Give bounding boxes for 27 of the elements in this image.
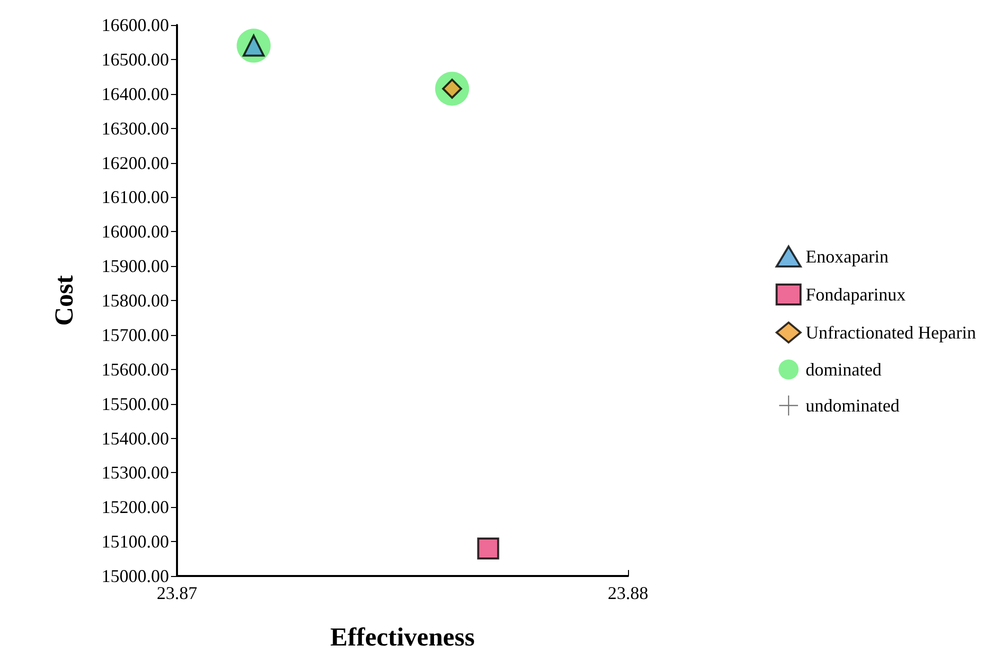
y-tick-label: 15200.00 xyxy=(102,497,169,518)
legend-label: dominated xyxy=(806,360,882,380)
y-tick-label: 15100.00 xyxy=(102,532,169,552)
y-tick-label: 15900.00 xyxy=(102,256,169,276)
y-tick-label: 15700.00 xyxy=(102,324,169,345)
y-tick-label: 15500.00 xyxy=(102,394,169,414)
x-tick-label: 23.88 xyxy=(608,583,648,603)
y-tick-label: 15600.00 xyxy=(102,359,169,380)
y-tick-label: 16200.00 xyxy=(102,152,169,173)
y-tick-label: 15400.00 xyxy=(102,428,169,448)
x-tick-label: 23.87 xyxy=(156,583,198,603)
y-tick-label: 16400.00 xyxy=(102,84,169,104)
y-tick-label: 16500.00 xyxy=(102,49,169,70)
y-tick-label: 16100.00 xyxy=(102,187,169,208)
y-tick-label: 15800.00 xyxy=(102,290,169,310)
point xyxy=(477,537,500,560)
legend-label: Fondaparinux xyxy=(806,284,906,304)
y-tick-label: 15000.00 xyxy=(102,566,169,586)
y-tick-label: 15300.00 xyxy=(102,462,169,483)
y-tick-label: 16600.00 xyxy=(102,15,169,35)
y-tick-label: 16300.00 xyxy=(102,118,169,138)
y-axis-title: Cost xyxy=(50,274,78,326)
legend-label: undominated xyxy=(806,396,900,416)
x-axis-title: Effectiveness xyxy=(330,622,475,652)
y-tick-label: 16000.00 xyxy=(102,222,169,242)
legend-label: Enoxaparin xyxy=(806,246,889,266)
legend-label: Unfractionated Heparin xyxy=(806,322,976,342)
